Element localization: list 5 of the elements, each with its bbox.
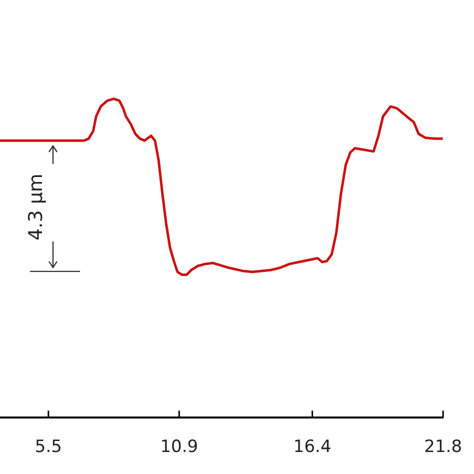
annotation: 4.3 µm (25, 173, 47, 240)
x-tick-label: 16.4 (293, 437, 332, 458)
x-tick-label: 5.5 (34, 437, 62, 458)
x-tick-label: 21.8 (424, 437, 462, 458)
x-tick-label: 10.9 (160, 437, 198, 458)
